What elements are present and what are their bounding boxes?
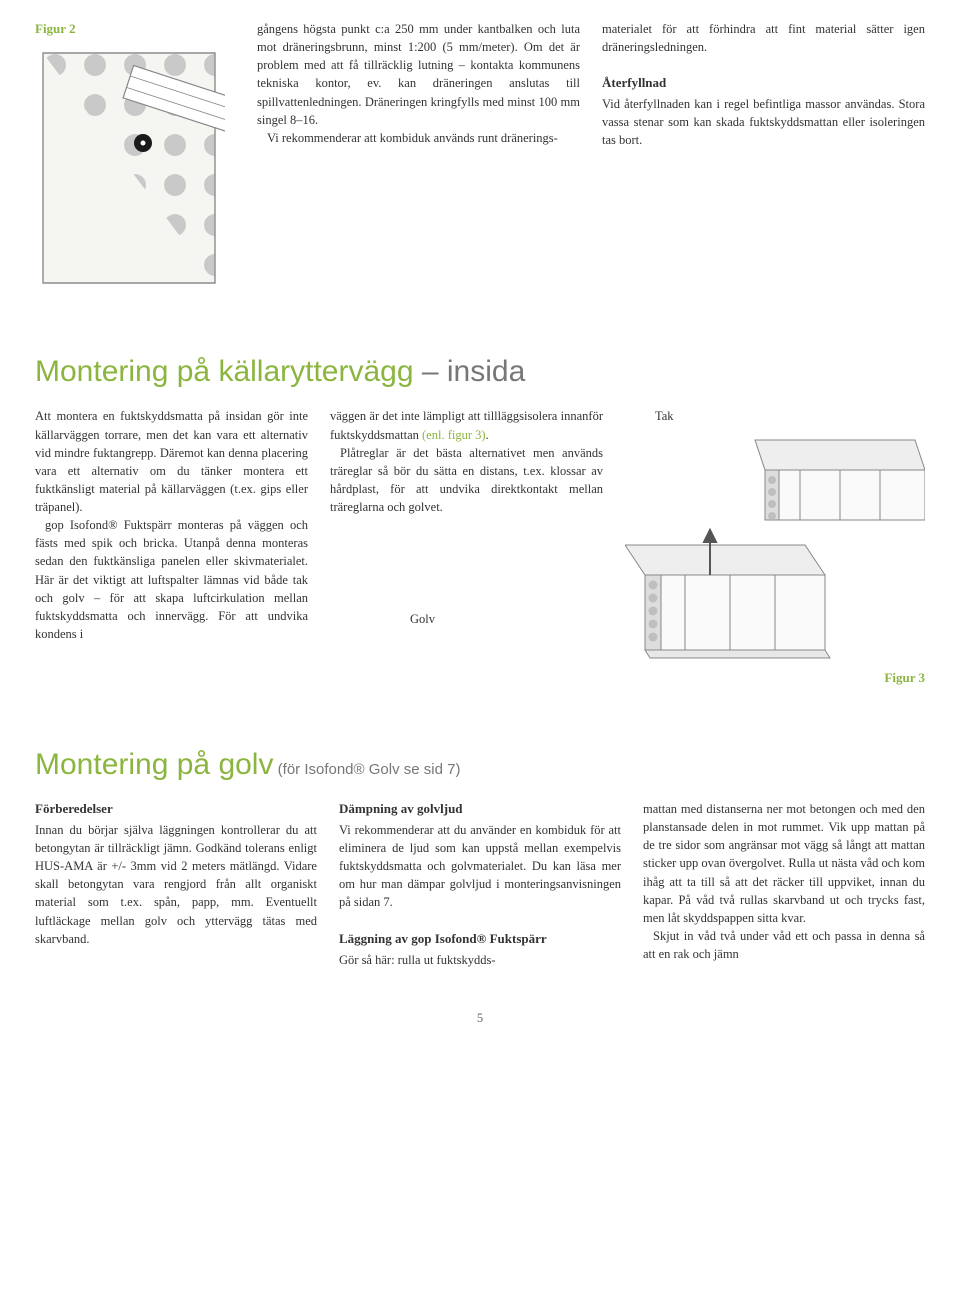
figure-2-block: Figur 2 (35, 20, 235, 295)
section3-col2: Dämpning av golvljud Vi rekommenderar at… (339, 800, 621, 969)
top-col1-para2: Vi rekommenderar att kombiduk används ru… (257, 129, 580, 147)
section2-col-right: väggen är det inte lämpligt att tilllägg… (330, 407, 603, 628)
figure-3-label: Figur 3 (625, 669, 925, 688)
section3-heading-main: Montering på golv (35, 748, 273, 781)
figure-3-ref: (enl. figur 3) (422, 428, 486, 442)
top-col2-para1: materialet för att förhindra att fint ma… (602, 20, 925, 56)
s3-col2-heading1: Dämpning av golvljud (339, 800, 621, 819)
section2-illustration-block: Tak (625, 407, 925, 687)
s3-col3-text2: Skjut in våd två under våd ett och passa… (643, 927, 925, 963)
top-col-1: gångens högsta punkt c:a 250 mm under ka… (257, 20, 580, 295)
s3-col2-text1: Vi rekommenderar att du använder en komb… (339, 821, 621, 912)
s2-left-p1: Att montera en fuktskyddsmatta på insida… (35, 407, 308, 516)
top-section: Figur 2 gångens högsta punkt c:a 250 mm (35, 20, 925, 295)
s3-col1-text: Innan du börjar själva läggningen kontro… (35, 821, 317, 948)
tak-label: Tak (655, 407, 925, 425)
section3-body: Förberedelser Innan du börjar själva läg… (35, 800, 925, 969)
top-col2-para2: Vid återfyllnaden kan i regel befintliga… (602, 95, 925, 149)
section2-col-left: Att montera en fuktskyddsmatta på insida… (35, 407, 308, 643)
s2-left-p2: gop Isofond® Fuktspärr monteras på vägge… (35, 516, 308, 643)
s3-col3-text1: mattan med distanserna ner mot betongen … (643, 800, 925, 927)
s3-col2-heading2: Läggning av gop Isofond® Fuktspärr (339, 930, 621, 949)
section2-heading: Montering på källaryttervägg – insida (35, 350, 925, 394)
page-number: 5 (35, 1009, 925, 1027)
top-col1-para1: gångens högsta punkt c:a 250 mm under ka… (257, 22, 580, 127)
s2-right-p1b: . (486, 428, 489, 442)
golv-label: Golv (410, 610, 603, 628)
s3-col1-heading: Förberedelser (35, 800, 317, 819)
section2-body: Att montera en fuktskyddsmatta på insida… (35, 407, 925, 687)
top-col2-heading: Återfyllnad (602, 74, 925, 93)
figure-3-illustration (625, 430, 925, 660)
section3-col1: Förberedelser Innan du börjar själva läg… (35, 800, 317, 969)
s2-right-p1: väggen är det inte lämpligt att tilllägg… (330, 407, 603, 443)
figure-2-illustration (35, 45, 225, 290)
section2-heading-suffix: – insida (414, 355, 526, 388)
top-text-columns: gångens högsta punkt c:a 250 mm under ka… (257, 20, 925, 295)
section3-col3: mattan med distanserna ner mot betongen … (643, 800, 925, 969)
section3-heading-paren: (för Isofond® Golv se sid 7) (273, 761, 460, 778)
section3-heading: Montering på golv (för Isofond® Golv se … (35, 743, 925, 787)
section2-heading-main: Montering på källaryttervägg (35, 355, 414, 388)
top-col-2: materialet för att förhindra att fint ma… (602, 20, 925, 295)
figure-2-label: Figur 2 (35, 20, 235, 39)
s2-right-p2: Plåtreglar är det bästa alternativet men… (330, 444, 603, 517)
s3-col2-text2: Gör så här: rulla ut fuktskydds- (339, 951, 621, 969)
